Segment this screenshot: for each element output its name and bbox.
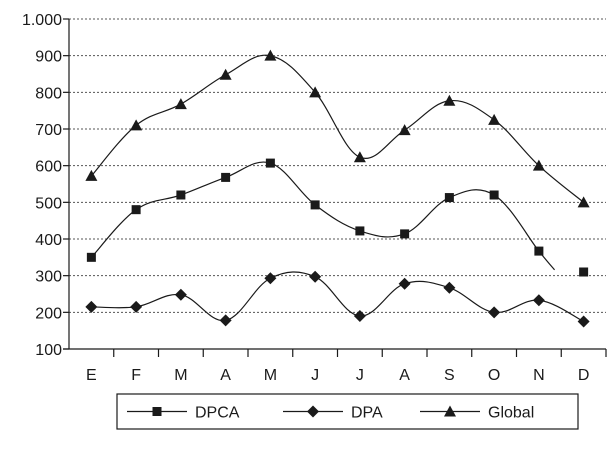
y-axis-tick-label: 700 — [35, 122, 62, 139]
x-axis-tick-label: J — [356, 367, 364, 384]
y-axis-tick-label: 1.000 — [22, 12, 62, 29]
legend-item-dpa: DPA — [283, 405, 383, 422]
data-point-global — [577, 196, 590, 208]
data-point-dpa — [398, 277, 411, 290]
series-dpa — [85, 270, 590, 328]
data-point-dpca — [310, 200, 320, 210]
data-point-dpca — [534, 246, 544, 256]
legend-item-global: Global — [420, 405, 534, 422]
data-point-dpa — [264, 272, 277, 285]
x-axis-tick-label: J — [311, 367, 319, 384]
data-point-global — [353, 151, 366, 163]
data-point-dpca — [444, 193, 454, 203]
data-point-dpa — [488, 306, 501, 319]
data-point-dpa — [309, 270, 322, 283]
data-point-dpca — [400, 229, 410, 239]
data-point-dpa — [174, 288, 187, 301]
data-point-dpa — [130, 300, 143, 313]
data-point-global — [309, 86, 322, 98]
y-axis-tick-label: 800 — [35, 85, 62, 102]
series-dpca — [86, 158, 589, 277]
x-axis-tick-label: E — [86, 367, 97, 384]
series-global — [85, 49, 590, 208]
axes — [63, 18, 607, 357]
data-point-global — [174, 98, 187, 110]
data-point-global — [219, 68, 232, 80]
data-point-dpca — [579, 267, 589, 277]
data-point-dpa — [85, 300, 98, 313]
legend-marker-dpca — [152, 407, 162, 416]
legend-label-dpa: DPA — [351, 405, 383, 422]
data-point-dpca — [489, 190, 499, 200]
data-point-global — [264, 49, 277, 61]
y-axis-tick-label: 600 — [35, 159, 62, 176]
legend-label-dpca: DPCA — [195, 405, 240, 422]
data-point-dpca — [176, 190, 186, 200]
x-axis-tick-label: M — [264, 367, 277, 384]
x-axis-tick-label: N — [533, 367, 545, 384]
x-axis-tick-label: O — [488, 367, 500, 384]
data-point-dpa — [219, 314, 232, 327]
series-line-dpca — [90, 161, 555, 271]
data-point-dpa — [577, 315, 590, 328]
x-axis-tick-label: F — [131, 367, 141, 384]
x-axis-tick-label: A — [399, 367, 410, 384]
data-point-global — [532, 159, 545, 171]
data-point-dpca — [265, 158, 275, 168]
data-point-global — [488, 113, 501, 125]
data-point-dpa — [353, 310, 366, 322]
data-point-dpa — [443, 281, 456, 294]
x-axis-tick-label: S — [444, 367, 455, 384]
y-axis-tick-label: 900 — [35, 49, 62, 66]
y-axis-tick-label: 500 — [35, 195, 62, 212]
legend-marker-dpa — [307, 405, 319, 418]
x-axis-tick-label: D — [578, 367, 590, 384]
data-point-dpca — [86, 252, 96, 262]
data-point-global — [443, 94, 456, 106]
y-axis-tick-label: 100 — [35, 342, 62, 359]
x-axis-tick-label: A — [220, 367, 231, 384]
data-point-global — [398, 124, 411, 136]
y-axis-tick-label: 400 — [35, 232, 62, 249]
legend: DPCA DPA Global — [116, 393, 579, 430]
data-point-dpca — [131, 205, 141, 215]
data-point-global — [130, 119, 143, 131]
y-axis-tick-label: 200 — [35, 305, 62, 322]
data-point-dpca — [221, 172, 231, 182]
legend-label-global: Global — [488, 405, 534, 422]
series-line-dpa — [91, 271, 584, 323]
y-axis-tick-label: 300 — [35, 269, 62, 286]
data-point-dpa — [532, 294, 545, 307]
legend-box — [116, 393, 579, 430]
legend-item-dpca: DPCA — [127, 405, 240, 422]
y-axis-tick-labels: 1.000 900 800 700 600 500 400 300 200 100 — [22, 12, 62, 359]
gridlines — [69, 18, 606, 313]
x-axis-tick-label: M — [174, 367, 187, 384]
data-point-global — [85, 169, 98, 181]
data-point-dpca — [355, 226, 365, 236]
legend-marker-global — [444, 405, 456, 417]
series-group — [85, 49, 590, 328]
